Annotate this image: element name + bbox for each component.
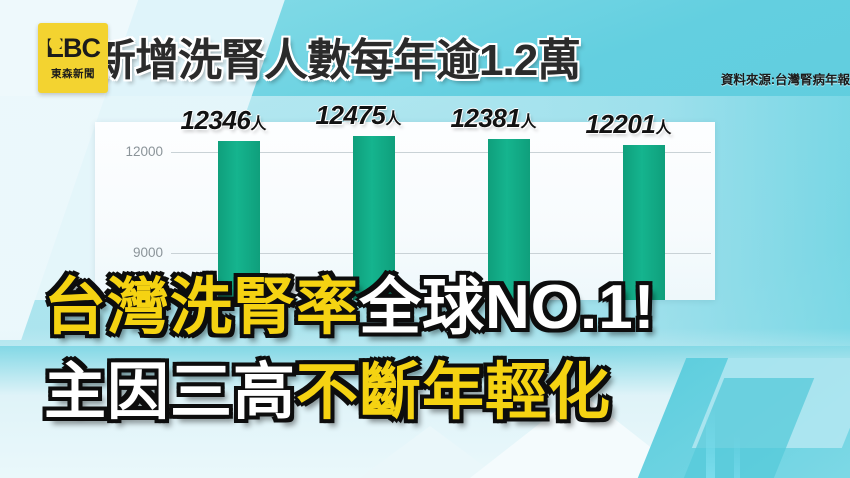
chart-gridline (171, 152, 711, 154)
logo-wordmark: EBC (45, 33, 101, 63)
headline: 新增洗腎人數每年逾1.2萬 (92, 36, 581, 85)
subtitle-line-1-white: 全球NO.1! (359, 273, 656, 342)
subtitle-line-1: 台灣洗腎率全球NO.1! (44, 277, 655, 339)
chart-bar (487, 139, 530, 300)
ebc-channel-logo: EBC 東森新聞 (38, 23, 108, 93)
chart-bar-value-label: 12201人 (585, 109, 672, 140)
background-diagonal-bottom-right-2 (691, 358, 850, 448)
source-credit: 資料來源:台灣腎病年報 (720, 73, 850, 87)
background-diagonal-bottom-right-3 (675, 378, 815, 478)
background-light-ray (706, 408, 715, 478)
chart-bar (352, 136, 395, 300)
chart-bar-value-label: 12475人 (315, 100, 402, 131)
background-light-ray-2 (734, 434, 740, 478)
chart-y-axis-tick: 9000 (132, 244, 163, 260)
chart-bar (622, 145, 665, 300)
logo-chinese-name: 東森新聞 (51, 68, 95, 80)
bar-chart: 12000 9000 12346人 12475人 12381人 12201人 (95, 100, 715, 300)
chart-gridline (171, 252, 711, 254)
chart-bar-value-label: 12346人 (180, 104, 267, 135)
chart-bar (217, 140, 260, 300)
subtitle-line-1-yellow: 台灣洗腎率 (44, 273, 360, 342)
subtitle-line-2-white: 主因三高 (44, 358, 297, 427)
chart-y-axis-tick: 12000 (125, 144, 163, 160)
chart-bar-value-label: 12381人 (450, 103, 537, 134)
subtitle-line-2: 主因三高不斷年輕化 (44, 362, 611, 424)
background-mountain-small (360, 426, 500, 478)
subtitle-line-2-yellow: 不斷年輕化 (296, 358, 612, 427)
background-diagonal-bottom-right (633, 358, 850, 478)
